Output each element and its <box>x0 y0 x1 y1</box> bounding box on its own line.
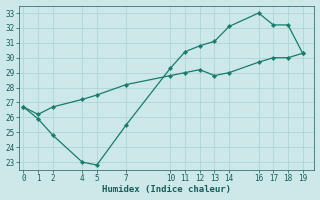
X-axis label: Humidex (Indice chaleur): Humidex (Indice chaleur) <box>102 185 231 194</box>
